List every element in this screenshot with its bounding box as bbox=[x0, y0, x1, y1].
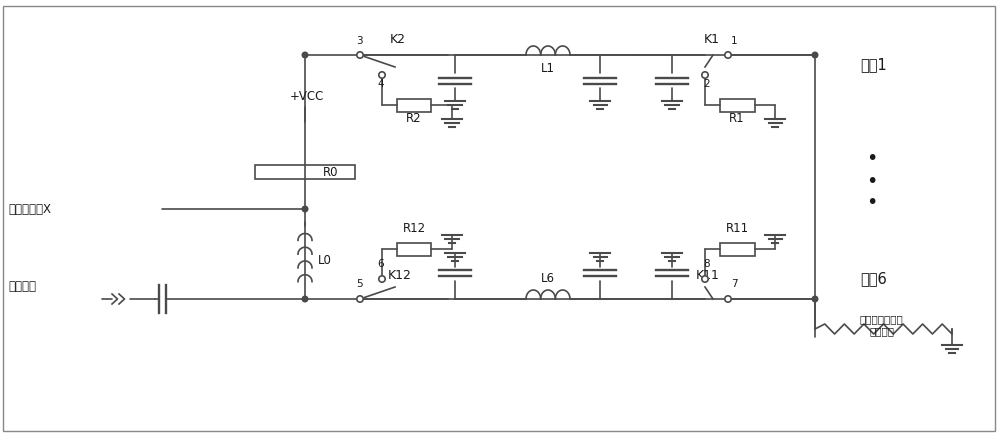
Text: 2: 2 bbox=[704, 79, 710, 89]
Text: 8: 8 bbox=[704, 259, 710, 269]
Text: 波道1: 波道1 bbox=[860, 58, 887, 73]
Text: 波道6: 波道6 bbox=[860, 271, 887, 287]
Text: 5: 5 bbox=[356, 279, 362, 289]
Circle shape bbox=[812, 296, 818, 302]
Bar bbox=[396, 98, 431, 111]
Text: R2: R2 bbox=[406, 112, 422, 125]
Text: +VCC: +VCC bbox=[290, 90, 324, 103]
Circle shape bbox=[302, 52, 308, 58]
Text: 7: 7 bbox=[731, 279, 737, 289]
Circle shape bbox=[379, 276, 385, 282]
Text: R12: R12 bbox=[402, 222, 426, 235]
Circle shape bbox=[379, 72, 385, 78]
Text: •: • bbox=[866, 171, 878, 191]
Circle shape bbox=[302, 296, 308, 302]
Circle shape bbox=[702, 276, 708, 282]
Circle shape bbox=[725, 296, 731, 302]
Circle shape bbox=[357, 52, 363, 58]
Text: 3: 3 bbox=[356, 36, 362, 46]
Text: R11: R11 bbox=[725, 222, 749, 235]
Circle shape bbox=[702, 72, 708, 78]
Circle shape bbox=[357, 296, 363, 302]
Bar bbox=[396, 243, 431, 256]
Text: 射频信号: 射频信号 bbox=[8, 280, 36, 292]
Circle shape bbox=[812, 52, 818, 58]
Text: 电压采样点X: 电压采样点X bbox=[8, 202, 51, 215]
Bar bbox=[720, 243, 755, 256]
Text: •: • bbox=[866, 149, 878, 169]
Text: 4: 4 bbox=[378, 79, 384, 89]
Text: 1: 1 bbox=[731, 36, 737, 46]
Text: L6: L6 bbox=[541, 272, 555, 285]
Text: K11: K11 bbox=[696, 269, 720, 282]
Text: K1: K1 bbox=[704, 33, 720, 46]
Text: •: • bbox=[866, 194, 878, 212]
Text: L0: L0 bbox=[318, 254, 332, 267]
Circle shape bbox=[302, 206, 308, 212]
Text: K12: K12 bbox=[388, 269, 412, 282]
Text: R1: R1 bbox=[729, 112, 745, 125]
Text: K2: K2 bbox=[390, 33, 406, 46]
Bar bbox=[255, 165, 355, 179]
Text: 6: 6 bbox=[378, 259, 384, 269]
Text: 功率合成器直流
等效电路: 功率合成器直流 等效电路 bbox=[860, 314, 904, 336]
Circle shape bbox=[725, 52, 731, 58]
Text: L1: L1 bbox=[541, 62, 555, 75]
Text: R0: R0 bbox=[323, 166, 338, 178]
Bar bbox=[720, 98, 755, 111]
